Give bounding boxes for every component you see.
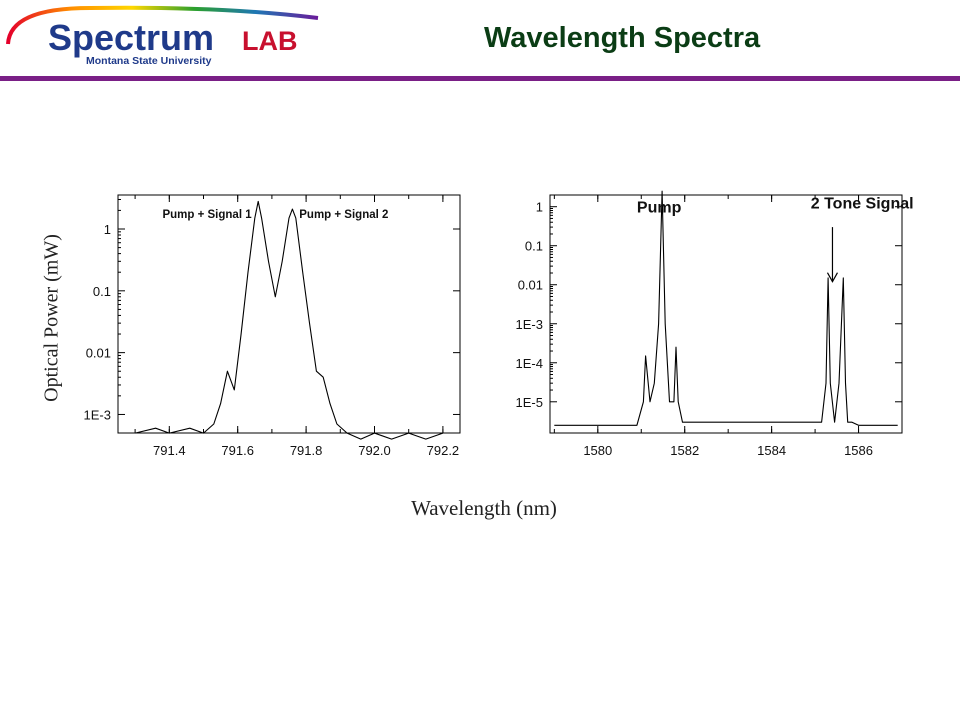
chart-panel-2: 1580 1582 1584 1586 1 0.1 0.01 1E-3 1E-4 1E-5 Pump… [516,190,914,458]
title-divider [0,76,960,81]
y-tick-label: 1 [536,200,543,215]
spectrum-lab-logo: Spectrum LAB Montana State University [6,5,319,67]
x-tick-label: 792.0 [358,443,391,458]
x-tick-label: 792.2 [427,443,460,458]
x-tick-label: 1580 [583,443,612,458]
logo-org: Montana State University [86,55,212,67]
y-tick-label: 0.01 [86,346,111,361]
y-tick-label: 1E-5 [516,395,543,410]
x-axis-label: Wavelength (nm) [411,496,557,520]
peak-annotation: Pump [637,200,682,217]
x-tick-label: 791.6 [221,443,254,458]
x-tick-label: 1586 [844,443,873,458]
x-tick-label: 791.4 [153,443,186,458]
annotation-arrow-head [826,272,838,283]
spectrum-trace [134,200,444,440]
peak-annotation: Pump + Signal 1 [162,209,252,221]
y-tick-label: 0.1 [525,239,543,254]
y-tick-label: 0.1 [93,284,111,299]
peak-annotation: Pump + Signal 2 [299,209,388,221]
logo-brand: Spectrum [48,17,214,58]
plot-frame [117,194,461,434]
spectrum-trace [554,190,898,426]
peak-annotation: 2 Tone Signal [811,195,914,212]
plot-frame [549,194,903,434]
logo-lab: LAB [242,26,298,56]
x-tick-label: 1582 [670,443,699,458]
y-tick-label: 1E-3 [84,407,111,422]
y-tick-label: 1 [104,222,111,237]
chart-panel-1: 791.4 791.6 791.8 792.0 792.2 1 0.1 0.01 1E-3 Pum… [84,194,461,458]
x-tick-label: 1584 [757,443,786,458]
y-tick-label: 0.01 [518,278,543,293]
y-axis-label: Optical Power (mW) [40,234,63,402]
y-tick-label: 1E-4 [516,356,543,371]
slide-title: Wavelength Spectra [484,22,761,54]
y-tick-label: 1E-3 [516,317,543,332]
x-tick-label: 791.8 [290,443,323,458]
logo-swoosh [6,5,319,45]
